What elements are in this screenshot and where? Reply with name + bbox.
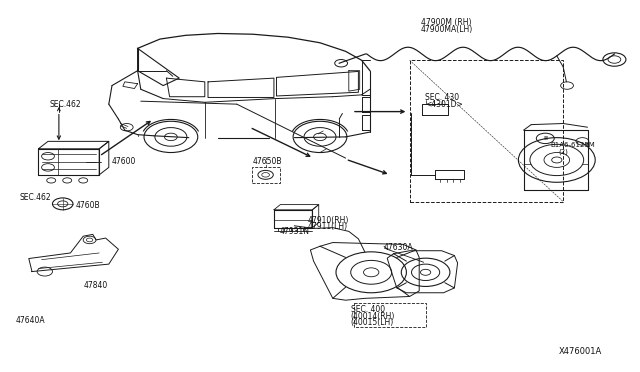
Text: 47900MA(LH): 47900MA(LH)	[421, 25, 474, 33]
Text: <4301D>: <4301D>	[425, 100, 463, 109]
Text: 47840: 47840	[83, 281, 108, 290]
Text: B: B	[543, 136, 547, 141]
Text: (40015(LH): (40015(LH)	[351, 318, 394, 327]
Text: 47630A: 47630A	[384, 243, 413, 252]
Text: 47910(RH): 47910(RH)	[307, 216, 349, 225]
Bar	[252, 167, 280, 183]
Text: B1A6-6125M: B1A6-6125M	[550, 142, 595, 148]
Text: 47900M (RH): 47900M (RH)	[421, 18, 472, 27]
Text: 47911(LH): 47911(LH)	[307, 222, 348, 231]
Bar	[410, 60, 563, 202]
Text: (40014(RH): (40014(RH)	[351, 312, 395, 321]
Text: SEC.462: SEC.462	[50, 100, 81, 109]
Text: 47650B: 47650B	[253, 157, 282, 166]
Text: SEC. 430: SEC. 430	[425, 93, 459, 102]
Text: 47600: 47600	[112, 157, 136, 166]
Text: SEC. 400: SEC. 400	[351, 305, 385, 314]
Text: 4760B: 4760B	[76, 201, 100, 210]
Text: X476001A: X476001A	[558, 347, 602, 356]
Text: 47931N: 47931N	[280, 227, 310, 236]
Text: SEC.462: SEC.462	[19, 193, 51, 202]
Text: (2): (2)	[558, 148, 568, 155]
Text: 47640A: 47640A	[16, 316, 45, 325]
